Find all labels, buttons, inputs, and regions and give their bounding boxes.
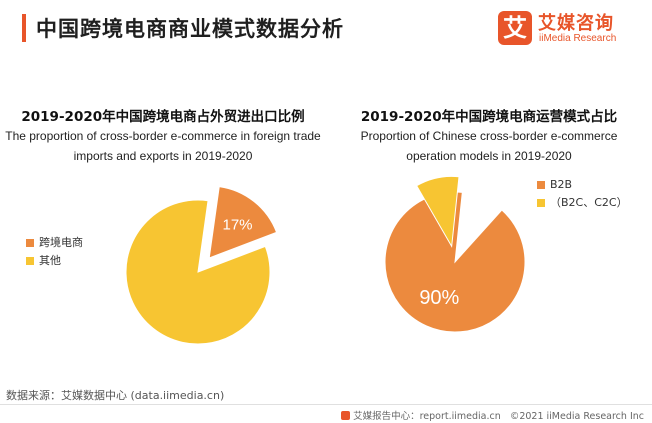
title-accent-bar bbox=[22, 14, 26, 42]
legend-swatch bbox=[537, 181, 545, 189]
legend-swatch bbox=[26, 257, 34, 265]
legend-item: 跨境电商 bbox=[26, 234, 83, 252]
page-title: 中国跨境电商商业模式数据分析 bbox=[36, 17, 344, 41]
report-center-icon bbox=[341, 411, 351, 420]
pie-data-label-1: 17% bbox=[223, 216, 253, 233]
logo-name-en: iiMedia Research bbox=[539, 33, 617, 44]
report-center-link[interactable]: 艾媒报告中心：report.iimedia.cn bbox=[353, 411, 501, 422]
data-source: 数据来源：艾媒数据中心 (data.iimedia.cn) bbox=[6, 389, 225, 402]
chart2-title: 2019-2020年中国跨境电商运营模式占比 bbox=[360, 109, 618, 125]
chart1-subtitle: The proportion of cross-border e-commerc… bbox=[0, 126, 326, 166]
legend-label: 其他 bbox=[39, 254, 61, 267]
chart2-subtitle-line: Proportion of Chinese cross-border e-com… bbox=[360, 129, 618, 143]
footer: 艾媒报告中心：report.iimedia.cn ©2021 iiMedia R… bbox=[341, 408, 644, 422]
chart1-subtitle-line: imports and exports in 2019-2020 bbox=[73, 149, 253, 163]
pie-slice-1-1 bbox=[208, 186, 278, 259]
pie-slice-2-1 bbox=[384, 191, 526, 333]
chart1-legend: 跨境电商 其他 bbox=[26, 234, 83, 270]
legend-label: B2B bbox=[550, 178, 573, 191]
chart2-subtitle: Proportion of Chinese cross-border e-com… bbox=[326, 126, 652, 166]
pie-slice-2-2 bbox=[415, 175, 460, 248]
legend-swatch bbox=[26, 239, 34, 247]
legend-swatch bbox=[537, 199, 545, 207]
logo-name-cn: 艾媒咨询 bbox=[538, 13, 614, 34]
legend-label: （B2C、C2C） bbox=[550, 196, 628, 209]
copyright: ©2021 iiMedia Research Inc bbox=[509, 411, 644, 422]
legend-item: B2B bbox=[537, 176, 628, 194]
pie-data-label-2: 90% bbox=[419, 287, 459, 309]
legend-label: 跨境电商 bbox=[39, 236, 83, 249]
legend-item: （B2C、C2C） bbox=[537, 194, 628, 212]
pie-slice-1-2 bbox=[125, 199, 271, 345]
chart1-subtitle-line: The proportion of cross-border e-commerc… bbox=[5, 129, 321, 143]
chart1-title: 2019-2020年中国跨境电商占外贸进出口比例 bbox=[21, 109, 305, 125]
logo-mark-icon: 艾 bbox=[498, 11, 532, 45]
iimedia-logo: 艾 艾媒咨询 iiMedia Research bbox=[498, 9, 638, 49]
chart2-subtitle-line: operation models in 2019-2020 bbox=[406, 149, 572, 163]
footer-divider bbox=[0, 404, 652, 405]
chart2-legend: B2B （B2C、C2C） bbox=[537, 176, 628, 212]
legend-item: 其他 bbox=[26, 252, 83, 270]
